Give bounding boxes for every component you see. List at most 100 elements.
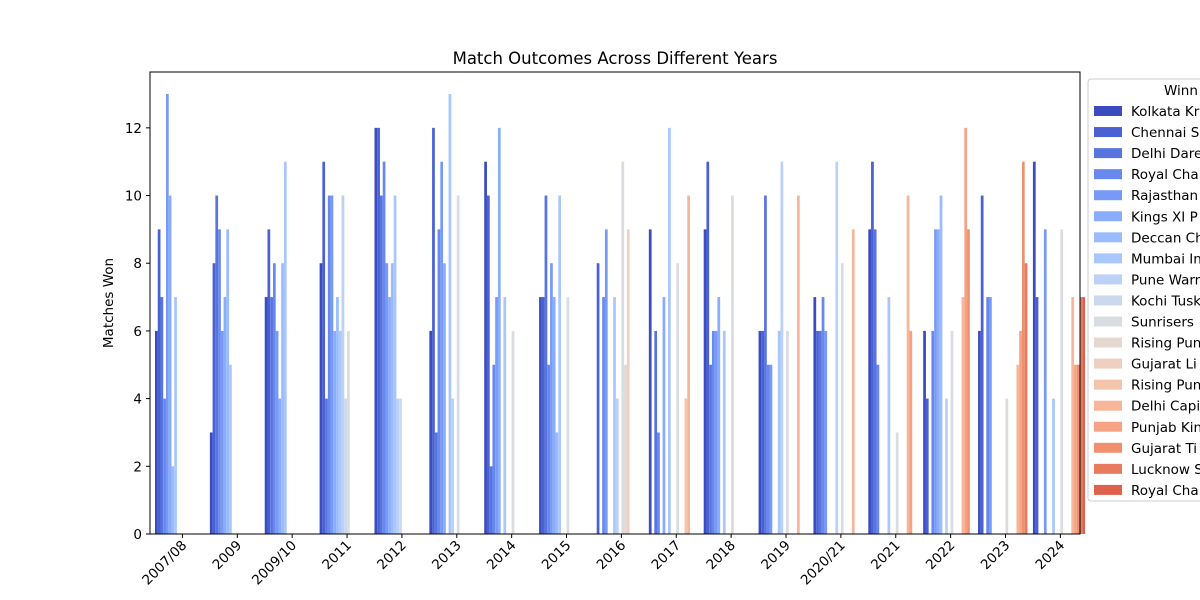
legend-entry-label: Mumbai In (1131, 251, 1200, 267)
legend-swatch (1094, 253, 1122, 264)
bar (717, 297, 721, 534)
y-tick-label: 10 (125, 189, 142, 205)
bar (615, 398, 619, 534)
legend-swatch (1094, 106, 1122, 116)
bar (437, 229, 441, 534)
bar (1021, 161, 1025, 534)
bar (393, 195, 397, 535)
bar (769, 364, 773, 534)
bar (711, 330, 715, 534)
bar (390, 263, 394, 534)
bar (906, 195, 910, 535)
bar (813, 297, 817, 534)
bar (676, 263, 679, 534)
bar (451, 398, 455, 534)
legend-swatch (1094, 148, 1122, 159)
bar (484, 161, 487, 534)
bar (1032, 161, 1036, 534)
bar (909, 330, 913, 534)
legend-entry-label: Deccan Ch (1131, 230, 1200, 246)
y-tick-label: 2 (133, 459, 142, 475)
bar (887, 297, 891, 534)
y-tick-label: 8 (133, 256, 142, 272)
bar (344, 398, 348, 534)
bar (341, 195, 345, 535)
bar (703, 229, 707, 534)
bar (566, 297, 570, 534)
legend-entry-label: Royal Cha (1131, 483, 1199, 499)
bar (980, 195, 984, 535)
bar (382, 161, 386, 534)
y-tick-label: 6 (133, 324, 142, 340)
bar (558, 195, 562, 535)
legend-swatch (1094, 421, 1122, 432)
bar (777, 330, 781, 534)
bar (1019, 330, 1022, 534)
bar (388, 297, 391, 534)
bar (503, 297, 507, 534)
bar (330, 195, 334, 535)
legend-entry-label: Rising Pun (1131, 378, 1200, 394)
bar (385, 263, 389, 534)
bar (283, 161, 287, 534)
bar (338, 330, 342, 534)
legend-entry-label: Rajasthan (1131, 188, 1198, 204)
bar (1074, 364, 1077, 534)
bar (275, 330, 279, 534)
y-tick-label: 4 (133, 392, 142, 408)
legend-swatch (1094, 169, 1122, 180)
bar (1060, 229, 1064, 534)
bar (229, 364, 232, 534)
bar (281, 263, 284, 534)
bar (541, 297, 545, 534)
bar (495, 297, 498, 534)
bar (840, 263, 844, 534)
bar (950, 330, 954, 534)
bar (945, 398, 948, 534)
legend-entry-label: Pune Warr (1131, 272, 1200, 288)
bar (936, 229, 940, 534)
legend-title: Winn (1164, 83, 1198, 99)
bar (1024, 263, 1028, 534)
bars-group (155, 94, 1086, 535)
bar (327, 195, 331, 535)
bar (165, 94, 169, 534)
y-tick-label: 0 (133, 527, 142, 543)
bar (925, 398, 929, 534)
bar (267, 229, 271, 534)
bar (218, 229, 221, 534)
bar (336, 297, 339, 534)
legend-entry-label: Punjab Kin (1131, 420, 1200, 436)
bar (448, 94, 452, 534)
bar (322, 161, 326, 534)
bar (155, 330, 158, 534)
bar (657, 432, 660, 534)
bar (171, 466, 175, 534)
legend-entry-label: Gujarat Li (1131, 357, 1197, 373)
legend-entry-label: Royal Cha (1131, 167, 1199, 183)
legend-entry-label: Kolkata Kr (1131, 104, 1200, 120)
bar (986, 297, 990, 534)
bar (1082, 297, 1086, 534)
bar (264, 297, 268, 534)
bar (624, 364, 627, 534)
bar (347, 330, 350, 534)
bar (399, 398, 402, 534)
bar (934, 229, 937, 534)
legend-entry-label: Kochi Tusk (1131, 293, 1200, 309)
bar (961, 297, 965, 534)
bar (596, 263, 600, 534)
bar (764, 195, 767, 535)
bar (821, 297, 825, 534)
bar (270, 297, 273, 534)
bar (174, 297, 177, 534)
legend-swatch (1094, 379, 1122, 390)
bar (212, 263, 216, 534)
legend-entry-label: Gujarat Ti (1131, 441, 1197, 457)
bar (613, 297, 616, 534)
bar (555, 432, 559, 534)
bar (552, 297, 556, 534)
bar (325, 398, 328, 534)
bar (687, 195, 690, 535)
